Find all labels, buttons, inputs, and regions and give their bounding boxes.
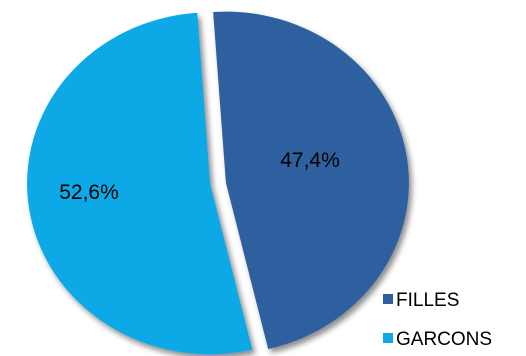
pie-slice-filles [213,11,409,350]
legend-swatch-filles [383,294,393,304]
slice-label-filles: 47,4% [280,149,340,172]
pie-slice-garcons [27,12,253,355]
legend-label-garcons: GARCONS [396,329,492,350]
legend-swatch-garcons [383,333,393,343]
pie-slices [27,11,409,355]
legend-label-filles: FILLES [396,290,459,311]
legend: FILLES GARCONS [383,290,492,350]
slice-label-garcons: 52,6% [59,181,119,204]
